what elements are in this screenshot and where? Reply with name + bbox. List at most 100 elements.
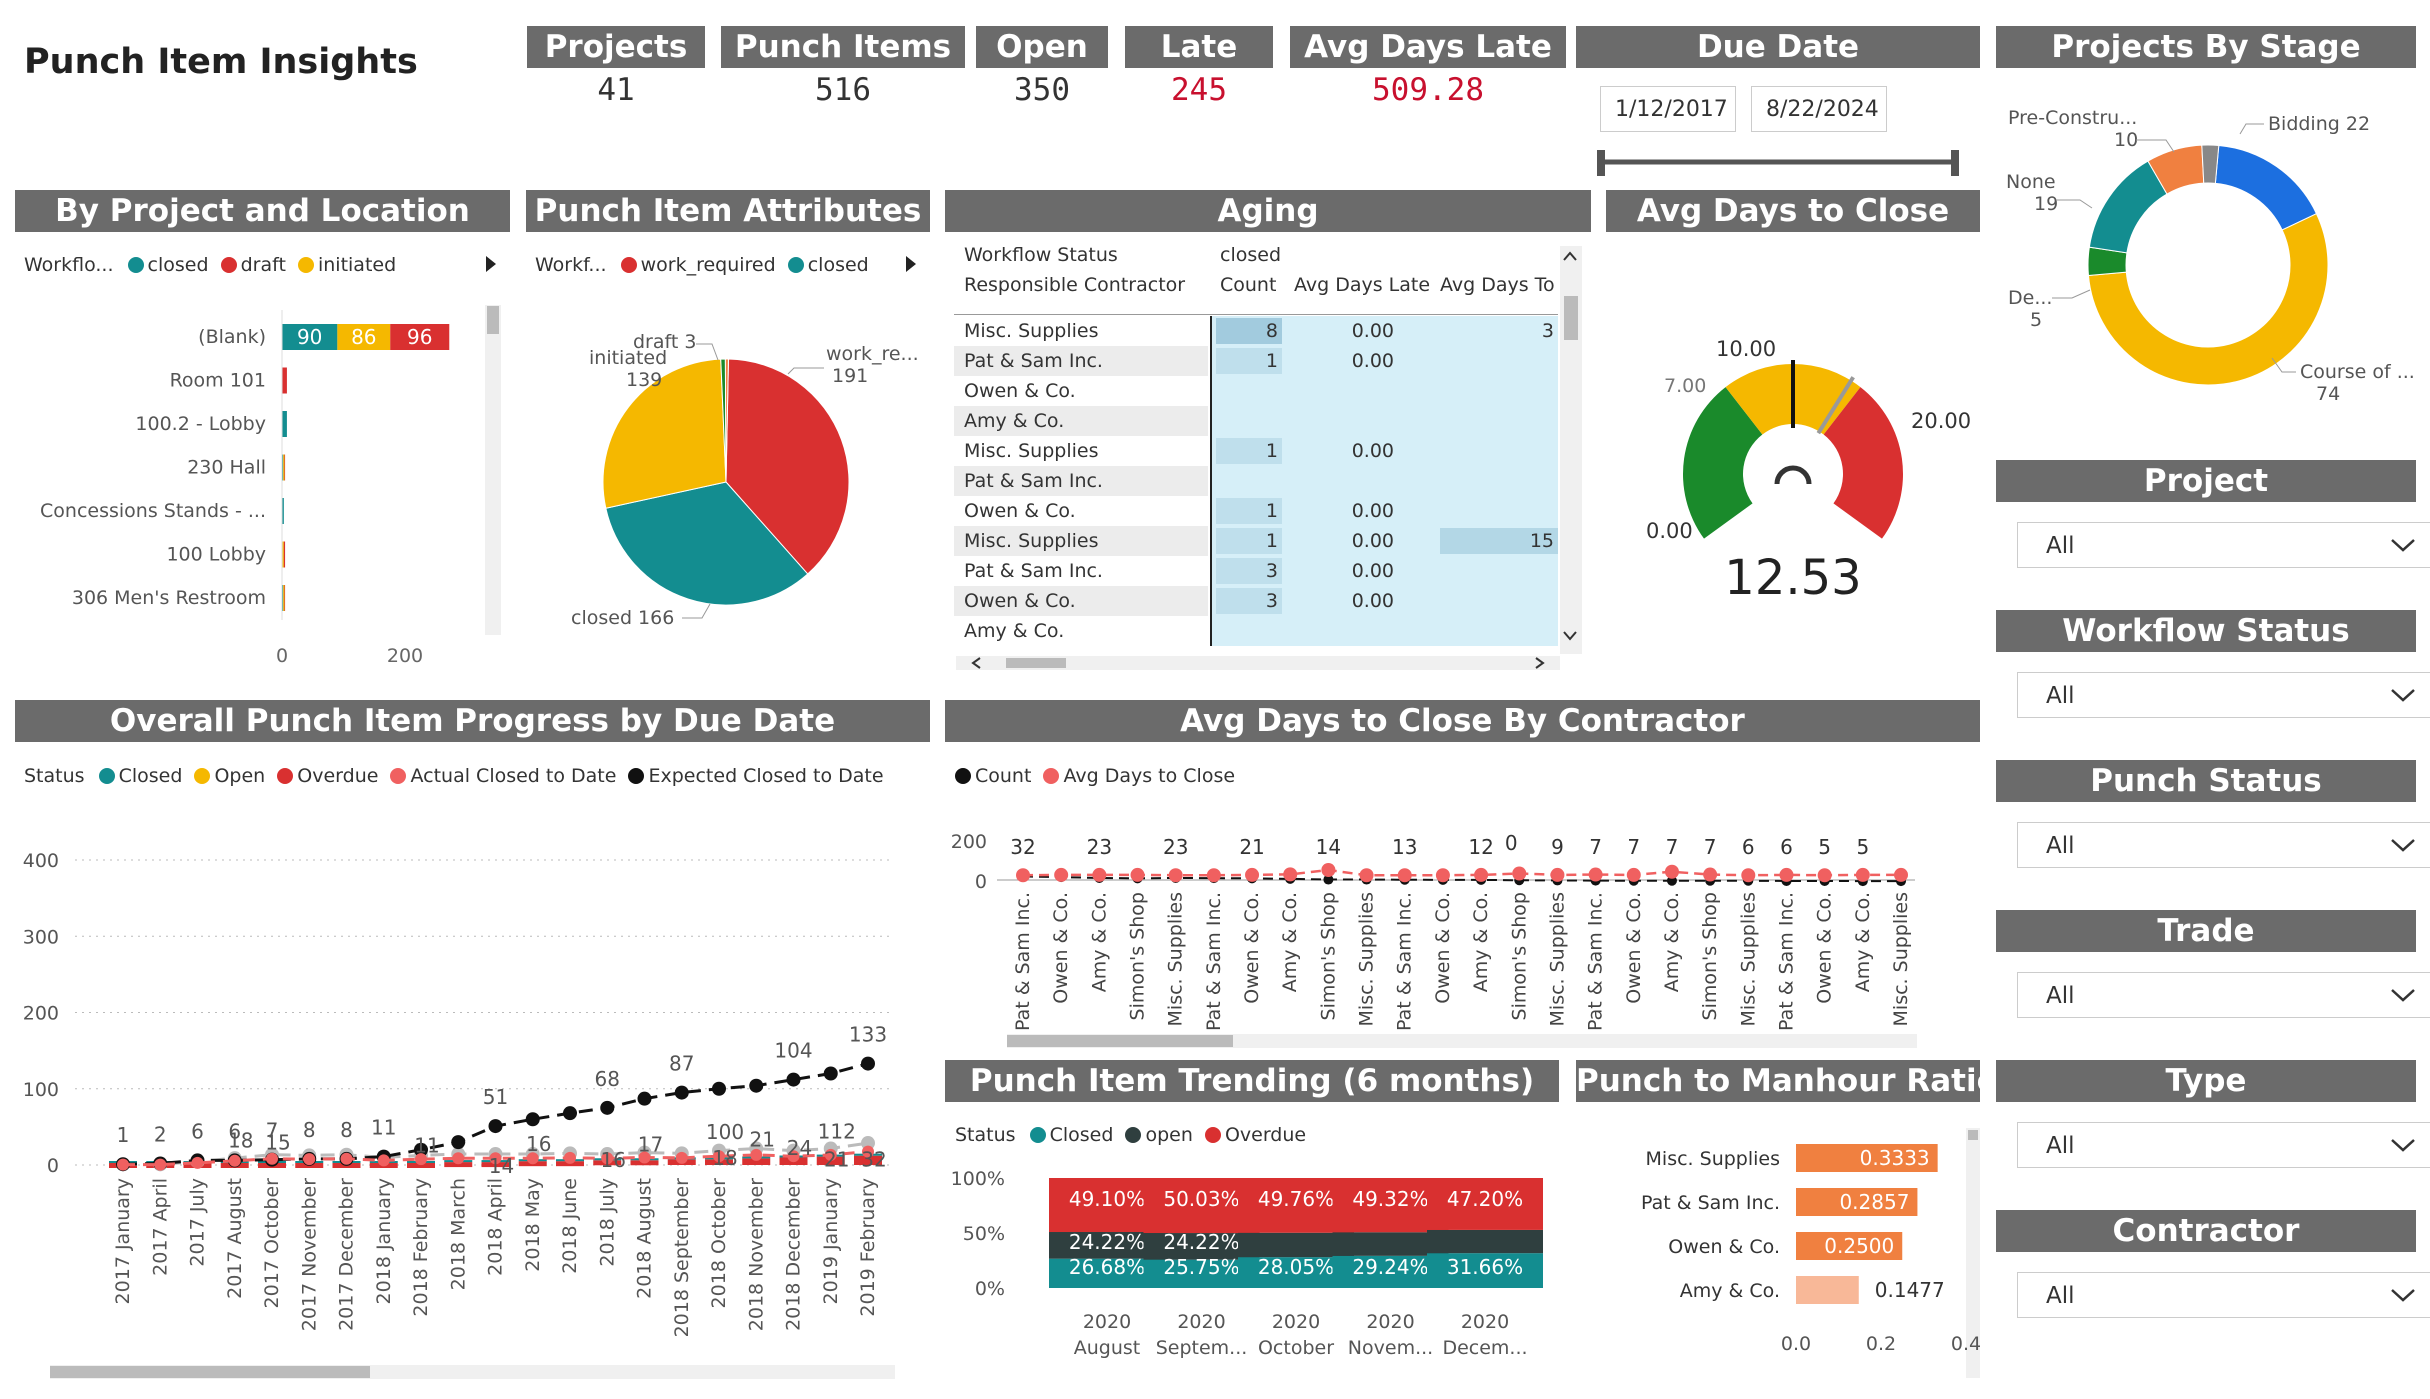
due-date-start-input[interactable]: 1/12/2017: [1600, 86, 1736, 132]
bar-ratio[interactable]: [1796, 1188, 1918, 1216]
point-expected[interactable]: [563, 1106, 577, 1121]
point-expected[interactable]: [414, 1142, 428, 1157]
due-date-end-input[interactable]: 8/22/2024: [1751, 86, 1887, 132]
slicer-1-dropdown[interactable]: All: [2017, 672, 2430, 718]
pie-slice-initiated[interactable]: [602, 358, 727, 509]
point-actual[interactable]: [191, 1156, 204, 1169]
slicer-0-dropdown[interactable]: All: [2017, 522, 2430, 568]
aging-row[interactable]: Pat & Sam Inc. 1 0.00: [954, 346, 1558, 376]
aging-row[interactable]: Owen & Co. 1 0.00: [954, 496, 1558, 526]
bar-initiated-5[interactable]: [282, 541, 284, 568]
bar-draft-5[interactable]: [283, 541, 286, 568]
point-actual[interactable]: [787, 1150, 800, 1163]
donut-slice-Course of ...[interactable]: [2087, 213, 2329, 386]
point-actual[interactable]: [489, 1152, 502, 1165]
chevron-down-icon[interactable]: [2390, 537, 2416, 553]
point-expected[interactable]: [451, 1135, 466, 1150]
point-avg-close[interactable]: [1283, 867, 1298, 882]
pie-slice-work_required[interactable]: [725, 358, 850, 575]
bar-open[interactable]: [1332, 1232, 1449, 1256]
bar-ratio[interactable]: [1796, 1276, 1859, 1304]
bar-initiated-3[interactable]: [283, 454, 285, 481]
point-avg-close[interactable]: [1206, 868, 1221, 883]
point-expected[interactable]: [600, 1100, 615, 1115]
aging-row[interactable]: Amy & Co.: [954, 406, 1558, 436]
point-avg-close[interactable]: [1817, 868, 1832, 883]
point-avg-close[interactable]: [1779, 867, 1794, 882]
vertical-scrollbar[interactable]: [485, 305, 501, 635]
aging-row[interactable]: Owen & Co. 3 0.00: [954, 586, 1558, 616]
point-avg-close[interactable]: [1894, 867, 1908, 882]
due-date-range-slider[interactable]: [1596, 144, 1962, 180]
point-avg-close[interactable]: [1626, 867, 1641, 882]
point-actual[interactable]: [862, 1145, 874, 1158]
point-avg-close[interactable]: [1474, 867, 1489, 882]
point-avg-close[interactable]: [1588, 867, 1603, 882]
point-expected[interactable]: [525, 1112, 540, 1127]
bar-Overdue[interactable]: [1427, 1178, 1543, 1230]
point-expected[interactable]: [637, 1091, 652, 1106]
slicer-2-dropdown[interactable]: All: [2017, 822, 2430, 868]
point-actual[interactable]: [564, 1151, 576, 1164]
point-avg-close[interactable]: [1664, 864, 1679, 879]
bar-closed-3[interactable]: [282, 454, 284, 481]
chevron-down-icon[interactable]: [2390, 687, 2416, 703]
bar-open[interactable]: [1427, 1229, 1543, 1254]
bar-initiated-6[interactable]: [283, 585, 285, 611]
scroll-down-icon[interactable]: [1562, 630, 1578, 642]
legend-next-arrow-icon[interactable]: [904, 254, 918, 274]
range-handle-start[interactable]: [1597, 150, 1605, 176]
point-avg-close[interactable]: [1359, 868, 1374, 883]
scrollbar-thumb[interactable]: [1007, 1035, 1233, 1047]
scroll-left-icon[interactable]: [970, 656, 982, 670]
bar-closed-6[interactable]: [282, 585, 284, 611]
aging-vertical-scrollbar[interactable]: [1560, 246, 1582, 654]
bar-overdue[interactable]: [481, 1162, 510, 1168]
point-avg-close[interactable]: [1092, 867, 1107, 882]
aging-horizontal-scrollbar[interactable]: [956, 656, 1560, 670]
aging-row[interactable]: Misc. Supplies 1 0.00 15: [954, 526, 1558, 556]
point-actual[interactable]: [638, 1151, 651, 1164]
point-avg-close[interactable]: [1054, 867, 1069, 882]
point-actual[interactable]: [452, 1152, 465, 1165]
bar-initiated-0[interactable]: [337, 324, 391, 350]
point-expected[interactable]: [488, 1119, 503, 1134]
point-expected[interactable]: [712, 1081, 726, 1096]
bar-ratio[interactable]: [1796, 1232, 1903, 1260]
point-actual[interactable]: [154, 1158, 167, 1171]
point-expected[interactable]: [786, 1072, 801, 1087]
vertical-scrollbar[interactable]: [1966, 1128, 1980, 1378]
donut-slice-None[interactable]: [2088, 160, 2168, 254]
point-avg-close[interactable]: [1168, 868, 1183, 883]
legend-next-arrow-icon[interactable]: [484, 254, 498, 274]
point-actual[interactable]: [415, 1153, 427, 1166]
bar-draft-3[interactable]: [284, 454, 286, 481]
point-actual[interactable]: [117, 1158, 129, 1171]
point-avg-close[interactable]: [1741, 868, 1756, 883]
bar-overdue[interactable]: [742, 1158, 771, 1165]
bar-closed-4[interactable]: [282, 498, 284, 524]
chevron-down-icon[interactable]: [2390, 837, 2416, 853]
scroll-up-icon[interactable]: [1562, 250, 1578, 262]
point-expected[interactable]: [674, 1085, 689, 1100]
bar-overdue[interactable]: [407, 1163, 435, 1168]
point-actual[interactable]: [266, 1152, 278, 1165]
scrollbar-thumb[interactable]: [1968, 1130, 1978, 1140]
bar-Closed[interactable]: [1427, 1253, 1543, 1288]
bar-closed-0[interactable]: [282, 324, 338, 350]
point-actual[interactable]: [824, 1148, 837, 1161]
slicer-5-dropdown[interactable]: All: [2017, 1272, 2430, 1318]
point-count[interactable]: [1323, 874, 1334, 885]
slicer-4-dropdown[interactable]: All: [2017, 1122, 2430, 1168]
aging-row[interactable]: Pat & Sam Inc. 3 0.00: [954, 556, 1558, 586]
point-actual[interactable]: [713, 1150, 725, 1163]
point-avg-close[interactable]: [1550, 867, 1565, 882]
aging-row[interactable]: Owen & Co.: [954, 376, 1558, 406]
point-avg-close[interactable]: [1245, 867, 1260, 882]
point-actual[interactable]: [228, 1154, 241, 1167]
point-actual[interactable]: [675, 1151, 688, 1164]
donut-slice-Other[interactable]: [2201, 144, 2220, 184]
aging-row[interactable]: Pat & Sam Inc.: [954, 466, 1558, 496]
chevron-down-icon[interactable]: [2390, 1287, 2416, 1303]
donut-slice-Bidding[interactable]: [2214, 144, 2318, 231]
